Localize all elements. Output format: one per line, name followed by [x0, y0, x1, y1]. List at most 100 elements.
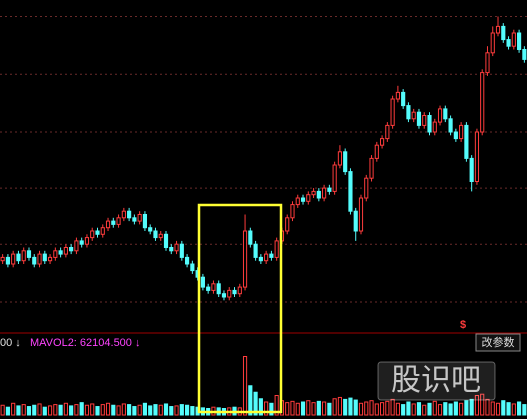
- candle-body: [495, 25, 501, 34]
- candle-body: [21, 250, 26, 262]
- candle-body: [469, 157, 474, 182]
- candle-body: [100, 227, 105, 235]
- volume-bar: [105, 402, 111, 416]
- volume-bar: [253, 391, 258, 416]
- candle-body: [148, 227, 153, 232]
- candle-body: [90, 230, 95, 239]
- volume-bar: [127, 404, 132, 416]
- volume-bar: [26, 406, 32, 416]
- candle-body: [121, 210, 126, 219]
- candle-body: [163, 233, 169, 249]
- volume-bar: [474, 395, 480, 416]
- settings-button-label[interactable]: 改参数: [482, 335, 515, 349]
- candle-body: [242, 230, 248, 288]
- candle-body: [295, 197, 300, 206]
- volume-bar: [453, 401, 458, 416]
- volume-bar: [47, 405, 53, 416]
- candle-body: [406, 105, 411, 120]
- candle-body: [285, 217, 290, 232]
- volume-bar: [485, 398, 490, 416]
- volume-bar: [311, 402, 316, 416]
- candle-body: [411, 111, 416, 120]
- candle-body: [490, 32, 495, 54]
- volume-bar: [95, 406, 100, 416]
- volume-bar: [37, 403, 42, 416]
- candle-body: [306, 194, 311, 202]
- volume-bar: [385, 400, 390, 416]
- candle-body: [211, 283, 216, 291]
- volume-bar: [448, 403, 453, 416]
- volume-bar: [121, 403, 126, 416]
- candle-body: [343, 151, 348, 173]
- candle-body: [459, 124, 464, 140]
- candle-body: [311, 190, 316, 196]
- volume-bar: [322, 401, 327, 416]
- candle-body: [79, 240, 84, 245]
- volume-bar: [501, 400, 506, 416]
- candle-body: [216, 283, 221, 295]
- volume-bar: [369, 400, 374, 416]
- candle-body: [26, 250, 32, 258]
- candle-body: [84, 237, 90, 245]
- volume-bar: [395, 402, 400, 416]
- candle-body: [432, 121, 437, 133]
- legend-ma1: 00 ↓: [0, 337, 21, 349]
- candle-body: [517, 32, 522, 50]
- volume-bar: [390, 398, 395, 416]
- volume-bar: [190, 406, 195, 416]
- volume-bar: [100, 404, 105, 416]
- volume-bar: [63, 402, 68, 416]
- legend-mavol2: MAVOL2: 62104.500 ↓: [30, 337, 140, 349]
- volume-bar: [116, 405, 121, 416]
- volume-bar: [480, 393, 485, 416]
- candle-body: [374, 144, 379, 159]
- candle-body: [47, 256, 53, 262]
- candle-body: [69, 247, 74, 252]
- volume-bar: [69, 405, 74, 416]
- volume-bar: [269, 402, 274, 416]
- volume-bar: [264, 401, 269, 416]
- volume-bar: [316, 400, 321, 416]
- candle-body: [416, 111, 422, 126]
- candle-body: [32, 256, 37, 265]
- candle-body: [274, 240, 279, 258]
- candle-body: [42, 253, 47, 262]
- highlight-box: [197, 203, 283, 414]
- candle-body: [353, 210, 358, 232]
- candle-body: [174, 243, 179, 252]
- volume-bar: [179, 404, 184, 416]
- candle-body: [290, 204, 295, 219]
- volume-bar: [306, 400, 311, 416]
- volume-bar: [437, 404, 443, 416]
- volume-bar: [495, 402, 501, 416]
- settings-button[interactable]: [475, 333, 521, 352]
- volume-bar: [432, 400, 437, 416]
- candle-body: [264, 253, 269, 262]
- volume-bar: [511, 403, 516, 416]
- candle-body: [485, 52, 490, 74]
- candle-body: [327, 187, 332, 192]
- candle-body: [95, 230, 100, 235]
- candle-body: [132, 217, 137, 222]
- volume-bar: [332, 398, 337, 416]
- candle-body: [511, 32, 516, 47]
- candle-body: [337, 151, 342, 166]
- candle-body: [137, 214, 142, 222]
- volume-bar: [148, 405, 153, 416]
- watermark: 股识吧: [391, 364, 481, 397]
- candle-body: [443, 108, 448, 120]
- candle-body: [248, 230, 253, 245]
- volume-bar: [364, 401, 369, 416]
- signal-marker: $: [460, 319, 466, 331]
- candle-body: [474, 131, 480, 182]
- candle-body: [58, 250, 63, 255]
- candle-body: [385, 124, 390, 140]
- candle-body: [185, 256, 190, 265]
- volume-bar: [21, 404, 26, 416]
- volume-bar: [185, 404, 190, 416]
- volume-bar: [142, 402, 148, 416]
- volume-bar: [337, 396, 342, 416]
- volume-bar: [248, 385, 253, 416]
- candle-body: [480, 72, 485, 133]
- volume-bar: [506, 402, 511, 416]
